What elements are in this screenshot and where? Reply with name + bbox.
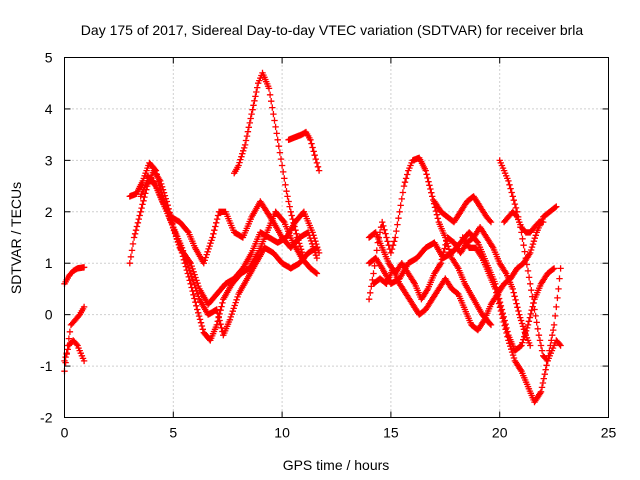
- y-tick-label: -1: [40, 358, 53, 374]
- x-tick-labels: 0 5 10 15 20 25: [61, 425, 617, 441]
- x-tick-label: 25: [601, 425, 617, 441]
- series-track-a: [61, 264, 88, 287]
- series-track-d: [126, 159, 323, 308]
- series-track-h: [231, 69, 308, 262]
- plus-markers: [61, 264, 88, 287]
- y-axis-title: SDTVAR / TECUs: [8, 182, 24, 294]
- series-track-m: [370, 203, 560, 334]
- plus-markers: [370, 203, 560, 334]
- plus-markers: [61, 337, 88, 365]
- chart-title: Day 175 of 2017, Sidereal Day-to-day VTE…: [81, 22, 584, 38]
- x-axis-title: GPS time / hours: [283, 457, 390, 473]
- plus-markers: [365, 154, 495, 329]
- plot-frame: [64, 57, 609, 418]
- data-series: [61, 69, 564, 406]
- x-tick-label: 5: [169, 425, 177, 441]
- plus-markers: [459, 234, 564, 406]
- x-tick-label: 0: [61, 425, 69, 441]
- y-tick-label: 2: [45, 204, 53, 220]
- y-tick-label: 3: [45, 152, 53, 168]
- y-tick-label: 5: [45, 50, 53, 66]
- series-track-n: [431, 193, 495, 226]
- y-tick-label: 0: [45, 307, 53, 323]
- y-tick-label: 4: [45, 101, 53, 117]
- series-track-c: [61, 337, 88, 365]
- plus-markers: [431, 193, 495, 226]
- plus-markers: [126, 167, 321, 344]
- x-tick-label: 10: [274, 425, 290, 441]
- series-track-i: [285, 128, 323, 174]
- y-tick-label: -2: [40, 410, 53, 426]
- plus-markers: [500, 208, 547, 236]
- plus-markers: [285, 128, 323, 174]
- series-track-j: [365, 154, 495, 329]
- axis-ticks: [64, 57, 609, 418]
- series-track-e: [126, 167, 321, 344]
- plus-markers: [144, 172, 321, 339]
- x-tick-label: 15: [383, 425, 399, 441]
- plus-markers: [126, 159, 323, 308]
- series-track-q: [500, 208, 547, 236]
- y-tick-labels: -2 -1 0 1 2 3 4 5: [40, 50, 53, 426]
- y-tick-label: 1: [45, 255, 53, 271]
- series-track-f: [144, 172, 321, 339]
- series-track-o: [459, 234, 564, 406]
- grid-lines: [64, 57, 609, 418]
- plus-markers: [231, 69, 308, 262]
- x-tick-label: 20: [492, 425, 508, 441]
